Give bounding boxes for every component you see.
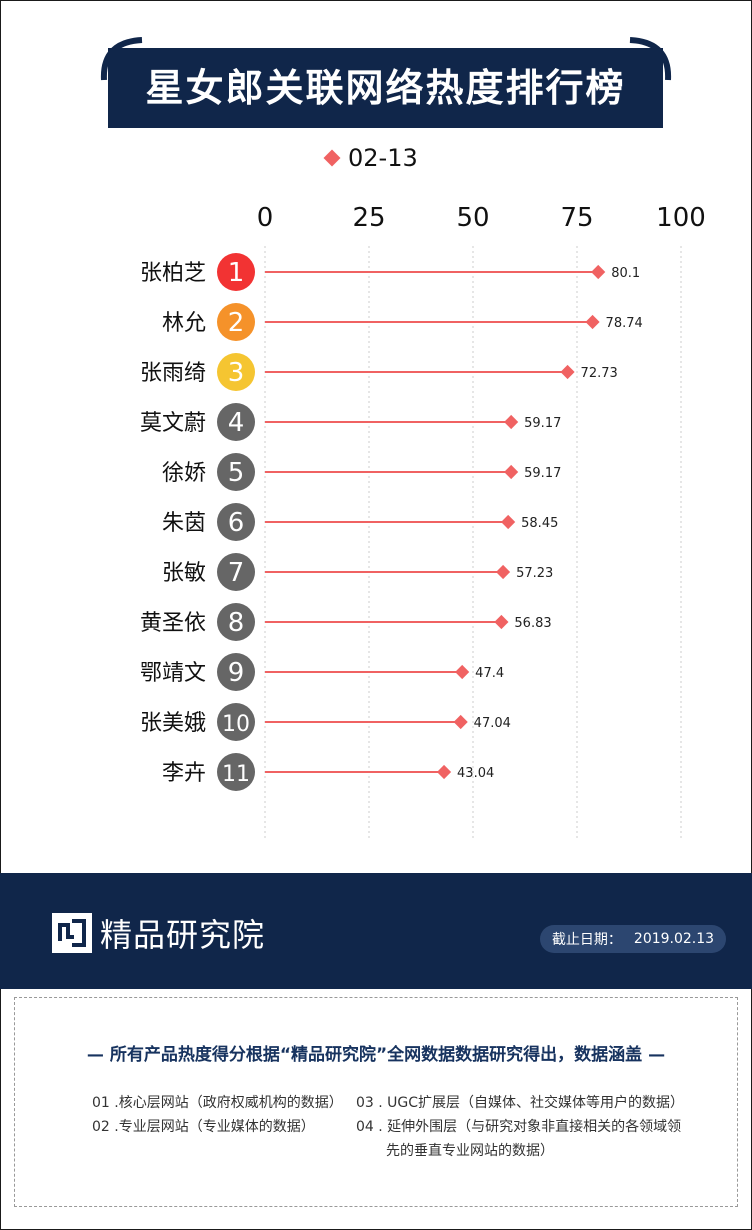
notes-heading: — 所有产品热度得分根据“精品研究院”全网数据数据研究得出，数据涵盖 — xyxy=(86,1045,666,1065)
rank-number: 11 xyxy=(222,762,250,787)
rank-badge xyxy=(217,303,255,341)
category-label: 张雨绮 xyxy=(140,361,206,386)
rank-badge xyxy=(217,703,255,741)
data-point xyxy=(585,314,600,330)
x-tick-label-0: 0 xyxy=(257,203,274,233)
data-point xyxy=(496,564,511,580)
data-label: 58.45 xyxy=(521,516,558,531)
brand-name: 精品研究院 xyxy=(100,916,266,954)
rank-number: 4 xyxy=(228,408,245,438)
data-point xyxy=(504,464,519,480)
data-label: 72.73 xyxy=(581,366,618,381)
data-point xyxy=(436,764,452,780)
cutoff-date-badge: 截止日期： 2019.02.13 xyxy=(540,925,726,953)
data-label: 59.17 xyxy=(524,466,561,481)
category-label: 李卉 xyxy=(162,761,206,786)
data-point xyxy=(494,614,509,630)
rank-badge xyxy=(217,503,255,541)
data-label: 57.23 xyxy=(516,566,553,581)
rank-badge xyxy=(217,353,255,391)
rank-badge xyxy=(217,653,255,691)
data-point xyxy=(560,364,575,380)
data-label: 47.4 xyxy=(475,666,504,681)
data-point xyxy=(591,264,606,280)
legend-diamond-icon xyxy=(323,149,341,167)
data-label: 47.04 xyxy=(474,716,511,731)
data-point xyxy=(455,664,470,680)
legend-label: 02-13 xyxy=(348,144,418,172)
category-label: 林允 xyxy=(162,311,206,336)
x-tick-label-25: 25 xyxy=(352,203,385,233)
category-label: 莫文蔚 xyxy=(140,411,206,436)
data-label: 78.74 xyxy=(606,316,643,331)
rank-badge xyxy=(217,603,255,641)
rank-number: 3 xyxy=(228,358,245,388)
rank-number: 8 xyxy=(228,608,245,638)
rank-number: 6 xyxy=(228,508,245,538)
category-label: 张敏 xyxy=(162,561,206,586)
page-title: 星女郎关联网络热度排行榜 xyxy=(145,66,626,110)
data-point xyxy=(453,714,468,730)
rank-number: 9 xyxy=(228,658,245,688)
brand-logo-icon xyxy=(52,913,92,953)
chart-legend: 02-13 xyxy=(323,144,418,172)
data-label: 56.83 xyxy=(514,616,551,631)
category-label: 张美娥 xyxy=(140,711,206,736)
rank-number: 10 xyxy=(222,712,250,737)
rank-badge xyxy=(217,403,255,441)
data-point xyxy=(504,414,519,430)
rank-number: 7 xyxy=(228,558,245,588)
notes-box xyxy=(14,997,738,1207)
rank-badge xyxy=(217,753,255,791)
rank-number: 1 xyxy=(228,258,245,288)
x-tick-label-50: 50 xyxy=(456,203,489,233)
cutoff-date-value: 2019.02.13 xyxy=(633,931,715,947)
note-item-04-continued: 先的垂直专业网站的数据） xyxy=(386,1143,554,1159)
rank-badge xyxy=(217,253,255,291)
rank-number: 2 xyxy=(228,308,245,338)
data-label: 59.17 xyxy=(524,416,561,431)
note-item-02: 02 .专业层网站（专业媒体的数据） xyxy=(92,1119,315,1135)
note-item-04: 04 . 延伸外围层（与研究对象非直接相关的各领域领 xyxy=(356,1119,682,1135)
x-tick-label-75: 75 xyxy=(560,203,593,233)
category-label: 鄂靖文 xyxy=(140,661,206,686)
category-label: 朱茵 xyxy=(162,511,206,536)
rank-badge xyxy=(217,453,255,491)
note-item-01: 01 .核心层网站（政府权威机构的数据） xyxy=(92,1095,343,1111)
category-label: 黄圣依 xyxy=(140,611,206,636)
rank-number: 5 xyxy=(228,458,245,488)
note-item-03: 03 . UGC扩展层（自媒体、社交媒体等用户的数据） xyxy=(356,1095,685,1111)
title-banner xyxy=(108,48,663,128)
x-tick-label-100: 100 xyxy=(656,203,706,233)
category-label: 张柏芝 xyxy=(140,261,206,286)
category-label: 徐娇 xyxy=(162,461,206,486)
cutoff-date-label: 截止日期： xyxy=(551,932,622,948)
data-label: 80.1 xyxy=(611,266,640,281)
data-point xyxy=(501,514,516,530)
rank-badge xyxy=(217,553,255,591)
data-label: 43.04 xyxy=(457,766,494,781)
